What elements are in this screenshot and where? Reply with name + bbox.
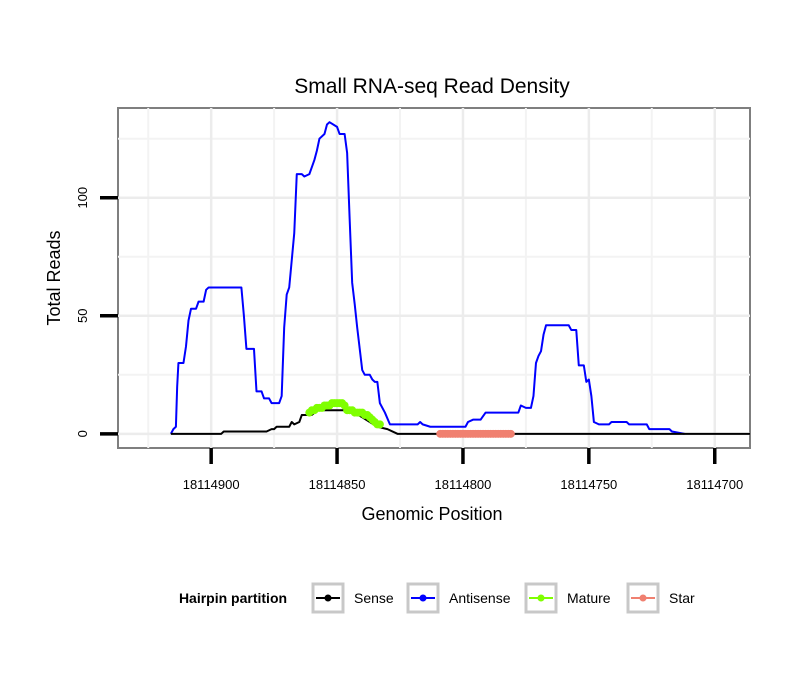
series-antisense [169,121,685,435]
legend-item-sense: Sense [311,582,394,614]
star-point [506,429,515,438]
y-tick-label: 100 [75,187,90,209]
x-axis-title: Genomic Position [361,504,502,524]
series-star [436,429,515,438]
legend-key-point [537,594,545,602]
chart-title: Small RNA-seq Read Density [294,75,570,98]
legend-key-point [324,594,332,602]
x-tick-label: 18114750 [560,477,617,492]
legend-entries: Sense Antisense Mature Star [311,582,695,614]
legend-item-mature: Mature [524,582,611,614]
legend-item-star: Star [626,582,695,614]
legend-label: Star [669,590,695,606]
legend-label: Antisense [449,590,511,606]
y-tick-label: 0 [75,430,90,437]
series-mature [305,399,384,429]
x-tick-label: 18114700 [686,477,743,492]
y-axis-title: Total Reads [44,230,64,325]
legend-title: Hairpin partition [179,590,287,606]
series-layer [169,121,750,438]
x-tick-label: 18114850 [309,477,366,492]
x-tick-label: 18114900 [183,477,240,492]
legend: Hairpin partition Sense Antisense Mature St… [179,582,695,614]
legend-item-antisense: Antisense [406,582,511,614]
plot-panel [117,107,751,449]
legend-key-point [419,594,427,602]
mature-point [375,420,384,429]
axes: 18114900 18114850 18114800 18114750 18114700… [75,187,743,492]
legend-label: Sense [354,590,394,606]
legend-key-point [639,594,647,602]
x-tick-label: 18114800 [435,477,492,492]
y-tick-label: 50 [75,309,90,323]
legend-label: Mature [567,590,611,606]
antisense-line [169,121,685,435]
